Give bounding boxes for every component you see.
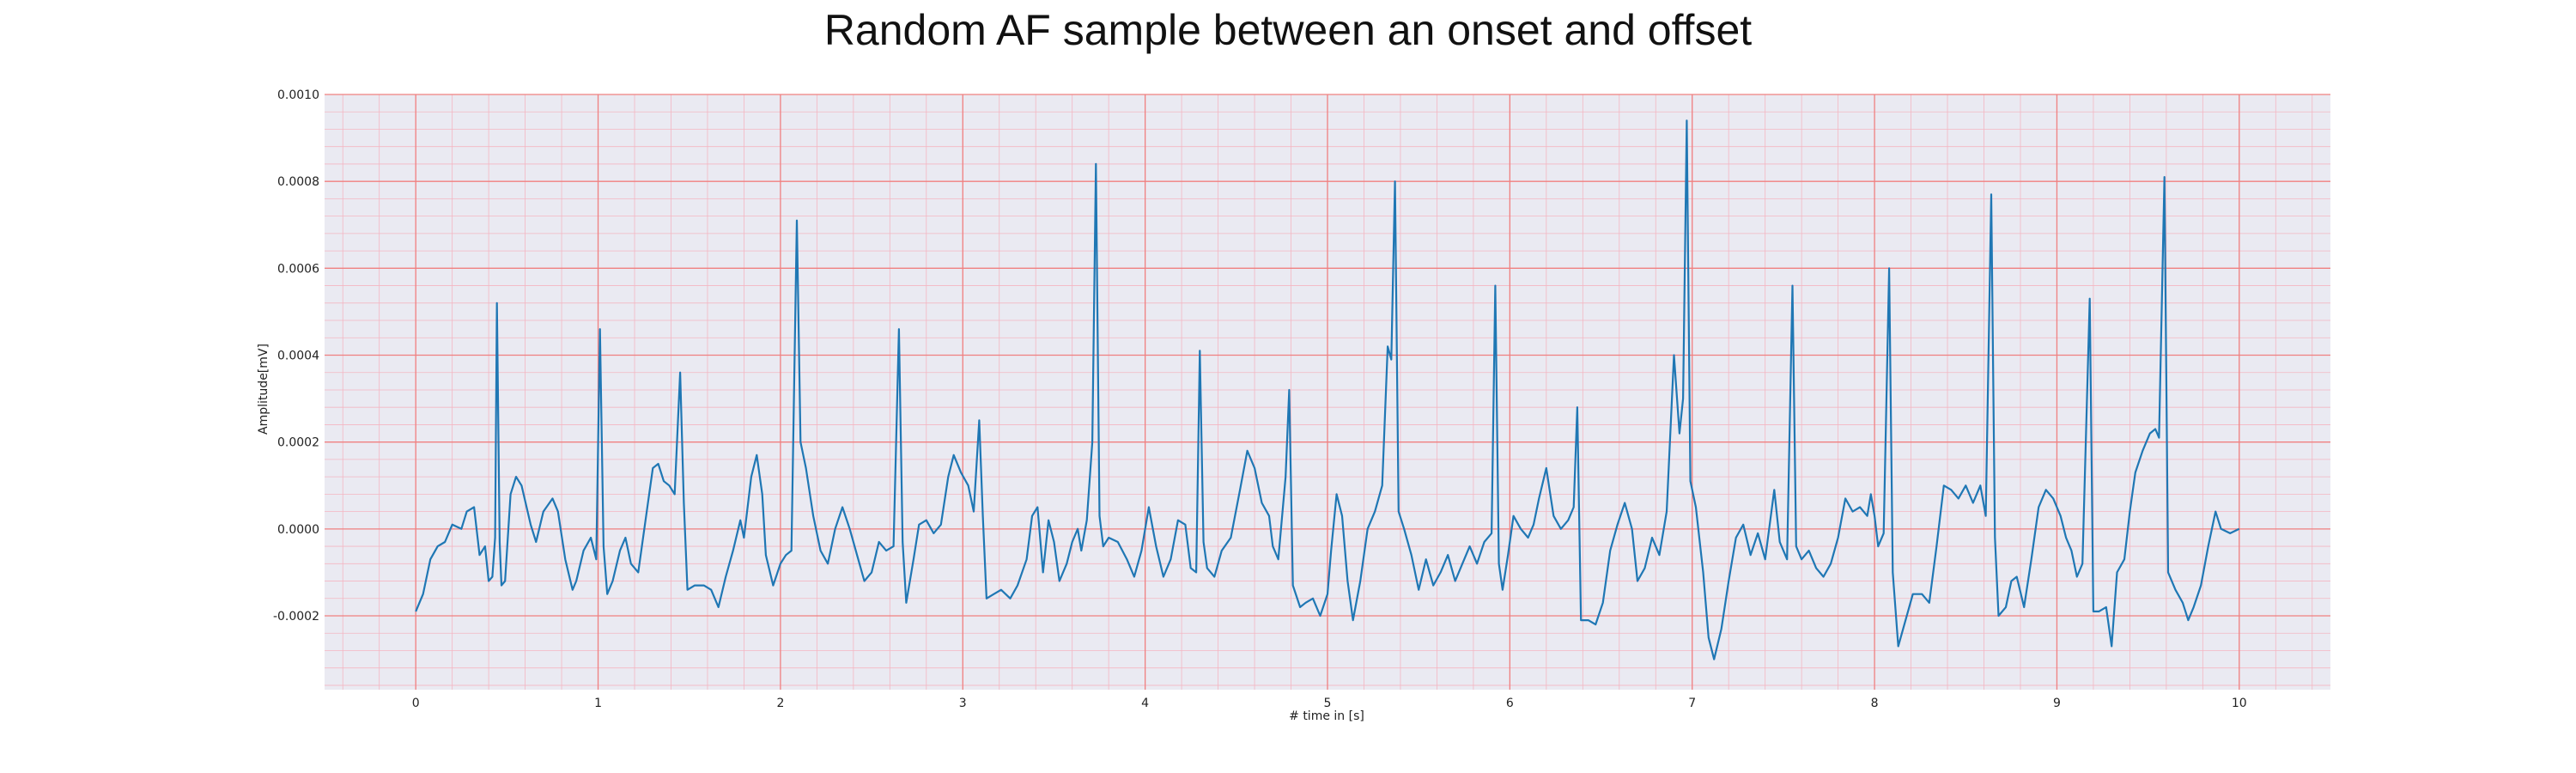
- y-tick-label: 0.0000: [277, 523, 319, 537]
- y-tick-label: 0.0006: [277, 262, 319, 276]
- x-tick-label: 9: [2053, 697, 2061, 710]
- y-axis-label: Amplitude[mV]: [257, 344, 270, 435]
- y-axis-ticks: -0.0002 0.0000 0.0002 0.0004 0.0006 0.0008 0.0…: [273, 88, 319, 624]
- x-tick-label: 7: [1688, 697, 1696, 710]
- y-tick-label: -0.0002: [273, 610, 319, 624]
- x-tick-label: 8: [1871, 697, 1879, 710]
- x-axis-label: # time in [s]: [1289, 709, 1364, 723]
- x-axis-ticks: 0 1 2 3 4 5 6 7 8 9 10: [412, 697, 2247, 710]
- series-line: [415, 119, 2240, 660]
- major-grid: [325, 94, 2330, 690]
- y-tick-label: 0.0002: [277, 436, 319, 450]
- x-tick-label: 3: [959, 697, 967, 710]
- y-tick-label: 0.0010: [277, 88, 319, 102]
- x-tick-label: 1: [594, 697, 602, 710]
- x-tick-label: 2: [776, 697, 784, 710]
- x-tick-label: 10: [2232, 697, 2247, 710]
- y-tick-label: 0.0008: [277, 175, 319, 189]
- x-tick-label: 6: [1506, 697, 1514, 710]
- x-tick-label: 4: [1141, 697, 1149, 710]
- x-tick-label: 0: [412, 697, 420, 710]
- chart-title: Random AF sample between an onset and of…: [823, 6, 1753, 54]
- y-tick-label: 0.0004: [277, 350, 319, 363]
- x-tick-label: 5: [1324, 697, 1332, 710]
